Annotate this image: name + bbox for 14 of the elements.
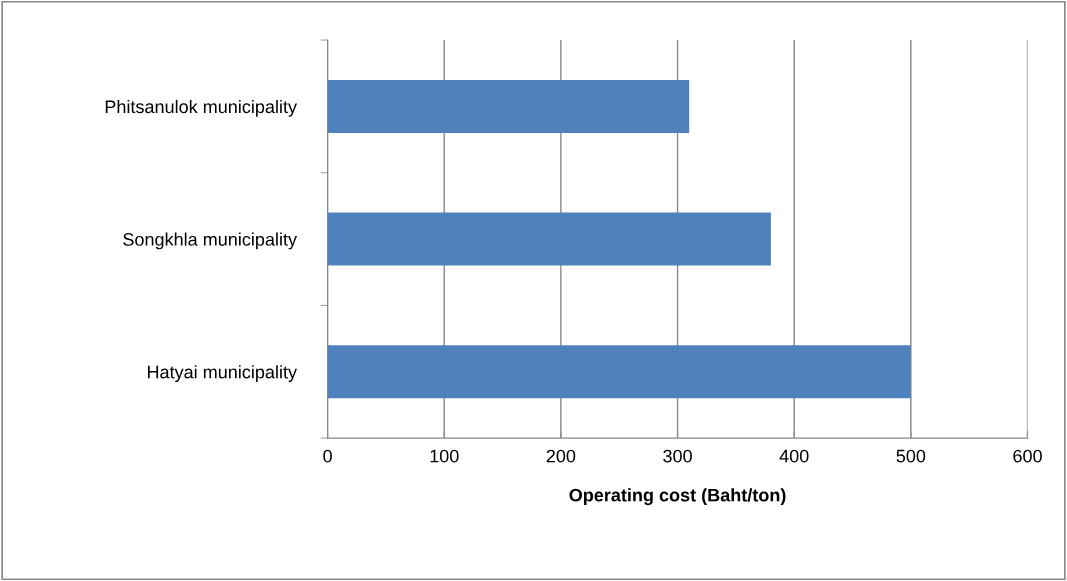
x-tick-label: 0 <box>323 449 332 463</box>
bar <box>327 79 690 133</box>
bar <box>327 345 911 399</box>
x-tick-label: 300 <box>663 449 692 463</box>
y-tick-label: Hatyai municipality <box>147 365 297 383</box>
y-tick-label: Songkhla municipality <box>123 232 297 250</box>
x-tick-label: 500 <box>896 449 926 463</box>
x-tick-label: 100 <box>430 449 459 463</box>
x-tick-label: 600 <box>1013 449 1042 463</box>
x-tick-label: 200 <box>546 449 576 463</box>
y-tick-label: Phitsanulok municipality <box>105 99 297 117</box>
x-tick-label: 400 <box>779 449 809 463</box>
x-axis-title: Operating cost (Baht/ton) <box>569 488 786 506</box>
bar <box>327 212 771 266</box>
